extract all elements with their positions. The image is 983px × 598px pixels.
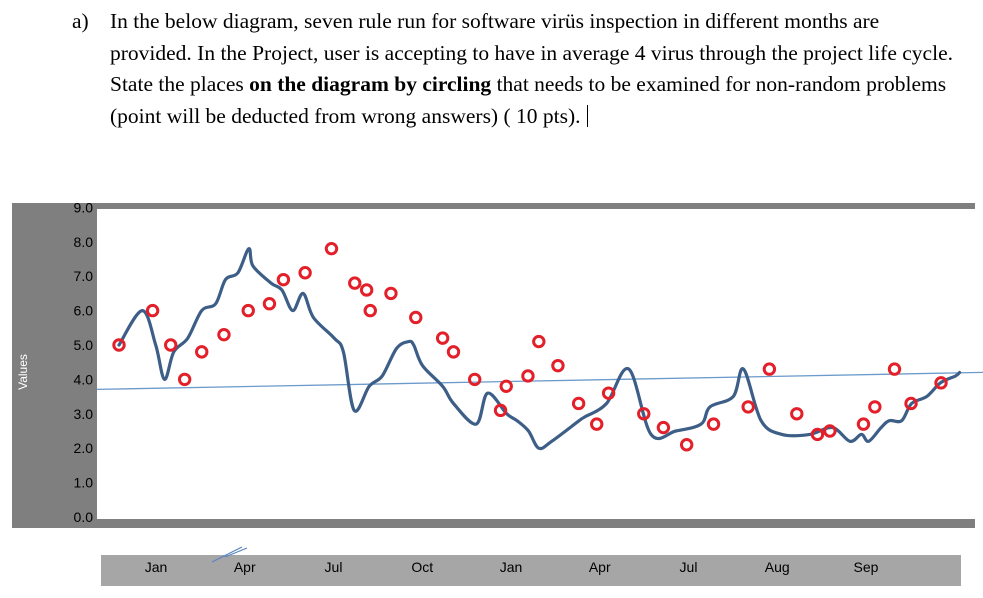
text-cursor	[586, 104, 588, 127]
x-tick-labels: Jan Apr Jul Oct Jan Apr Jul Aug Sep	[145, 559, 879, 575]
x-tick-label: Jan	[500, 559, 523, 575]
y-tick-label: 9.0	[74, 199, 94, 215]
circled-point	[499, 379, 513, 393]
circled-point	[298, 266, 312, 280]
x-tick-label: Oct	[411, 559, 433, 575]
circled-point	[637, 407, 651, 421]
circled-point	[435, 331, 450, 345]
circled-point	[679, 438, 694, 452]
circled-point	[262, 297, 277, 311]
y-tick-label: 1.0	[74, 475, 94, 491]
y-tick-label: 5.0	[74, 337, 94, 353]
y-tick-label: 3.0	[74, 406, 94, 422]
y-tick-label: 0.0	[74, 509, 94, 525]
circled-point	[467, 372, 482, 387]
circled-point	[601, 386, 616, 400]
circled-point	[521, 369, 535, 383]
question-letter: a)	[72, 9, 89, 33]
circled-point	[348, 276, 362, 290]
circled-point	[276, 272, 291, 287]
circled-point	[934, 376, 948, 390]
x-tick-label: Jul	[325, 559, 343, 575]
circled-point	[241, 303, 255, 318]
circled-point	[112, 338, 126, 352]
circled-points	[112, 241, 948, 452]
y-tick-label: 8.0	[74, 234, 94, 250]
x-tick-label: Jan	[145, 559, 168, 575]
circled-point	[195, 345, 209, 359]
circled-point	[217, 327, 231, 342]
x-axis-panel	[101, 555, 961, 586]
question-text-bold: on the diagram by circling	[249, 72, 492, 96]
x-tick-label: Apr	[234, 559, 256, 575]
bottom-border	[97, 519, 975, 528]
circled-point	[164, 338, 178, 352]
stray-pen-stroke	[211, 546, 243, 563]
circled-point	[868, 400, 882, 414]
circled-point	[409, 310, 423, 325]
question-text-part1: In the below diagram, seven rule run for…	[110, 9, 953, 96]
circled-point	[493, 403, 508, 418]
circled-point	[384, 286, 398, 301]
y-tick-labels: 0.0 1.0 2.0 3.0 4.0 5.0 6.0 7.0 8.0 9.0	[74, 199, 94, 525]
x-tick-label: Apr	[589, 559, 611, 575]
circled-point	[551, 358, 565, 373]
circled-point	[177, 372, 192, 387]
y-axis-panel	[12, 203, 97, 528]
circled-point	[823, 424, 837, 438]
circled-point	[532, 334, 546, 349]
x-tick-label: Sep	[854, 559, 879, 575]
y-tick-label: 7.0	[74, 268, 94, 284]
circled-point	[656, 420, 671, 435]
circled-point	[324, 241, 339, 256]
y-tick-label: 2.0	[74, 440, 94, 456]
circled-point	[446, 345, 461, 359]
circled-point	[363, 303, 377, 318]
circled-point	[590, 417, 604, 431]
circled-point	[145, 303, 160, 318]
circled-point	[810, 427, 825, 442]
circled-point	[856, 417, 871, 431]
y-tick-label: 4.0	[74, 371, 94, 387]
circled-point	[790, 407, 804, 421]
question-text-part2: that needs to be examined for non-random…	[110, 72, 947, 128]
y-axis-title: Values	[16, 354, 30, 390]
x-tick-label: Jul	[680, 559, 698, 575]
circled-point	[741, 400, 755, 414]
y-tick-label: 6.0	[74, 303, 94, 319]
series-line	[117, 247, 962, 451]
circled-point	[571, 396, 586, 411]
stray-pen-stroke	[224, 547, 248, 558]
x-tick-label: Aug	[765, 559, 790, 575]
center-line	[96, 371, 983, 391]
top-border	[97, 203, 975, 209]
circled-point	[904, 396, 918, 411]
circled-point	[706, 417, 721, 431]
circled-point	[359, 283, 374, 297]
circled-point	[762, 362, 777, 376]
question-text: In the below diagram, seven rule run for…	[110, 6, 960, 132]
circled-point	[887, 362, 902, 376]
